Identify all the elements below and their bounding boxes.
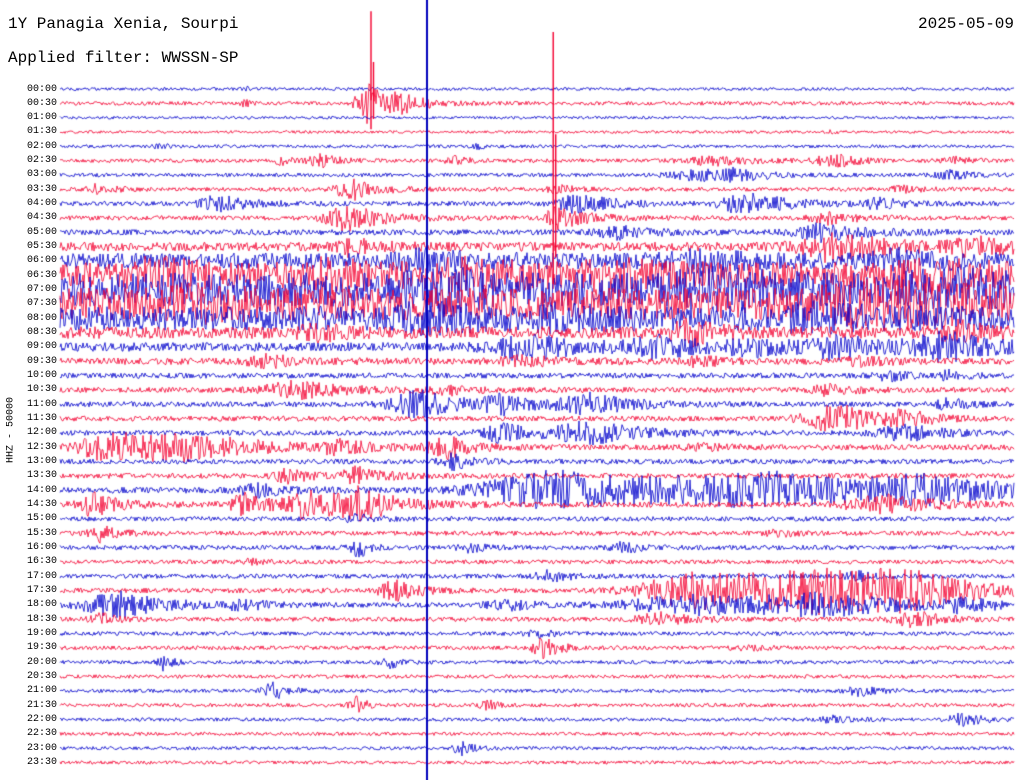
time-label: 04:30	[26, 212, 57, 224]
time-label: 17:30	[26, 585, 57, 597]
time-label: 07:30	[26, 298, 57, 310]
time-label: 03:30	[26, 183, 57, 195]
time-label: 16:00	[26, 542, 57, 554]
time-label: 16:30	[26, 556, 57, 568]
time-label: 02:00	[26, 140, 57, 152]
time-label: 14:30	[26, 499, 57, 511]
time-label: 18:00	[26, 599, 57, 611]
time-label: 14:00	[26, 484, 57, 496]
filter-label: Applied filter: WWSSN-SP	[8, 49, 239, 67]
time-label: 13:30	[26, 470, 57, 482]
time-label: 12:00	[26, 427, 57, 439]
time-label: 08:00	[26, 312, 57, 324]
time-label: 11:30	[26, 413, 57, 425]
time-label: 20:30	[26, 671, 57, 683]
time-label: 22:30	[26, 728, 57, 740]
time-label: 08:30	[26, 327, 57, 339]
time-label: 00:30	[26, 97, 57, 109]
time-label: 10:30	[26, 384, 57, 396]
time-label: 13:00	[26, 456, 57, 468]
time-label: 20:00	[26, 656, 57, 668]
time-label: 06:00	[26, 255, 57, 267]
time-label: 23:30	[26, 757, 57, 768]
time-label: 19:00	[26, 628, 57, 640]
time-label: 15:30	[26, 527, 57, 539]
time-label: 23:00	[26, 742, 57, 754]
time-label: 09:30	[26, 355, 57, 367]
time-label: 10:00	[26, 370, 57, 382]
time-label: 21:00	[26, 685, 57, 697]
time-label: 12:30	[26, 441, 57, 453]
station-title: 1Y Panagia Xenia, Sourpi	[8, 15, 239, 33]
time-label: 11:00	[26, 398, 57, 410]
time-label: 04:00	[26, 198, 57, 210]
time-label: 06:30	[26, 269, 57, 281]
time-label: 17:00	[26, 570, 57, 582]
time-label: 02:30	[26, 155, 57, 167]
time-label: 01:00	[26, 112, 57, 124]
time-label: 05:30	[26, 241, 57, 253]
time-label: 21:30	[26, 699, 57, 711]
time-label: 15:00	[26, 513, 57, 525]
time-label: 19:30	[26, 642, 57, 654]
time-label: 01:30	[26, 126, 57, 138]
time-label: 05:00	[26, 226, 57, 238]
time-label: 09:00	[26, 341, 57, 353]
time-label: 07:00	[26, 284, 57, 296]
time-label: 22:00	[26, 714, 57, 726]
date-label: 2025-05-09	[917, 15, 1014, 33]
time-label: 18:30	[26, 613, 57, 625]
time-label: 03:00	[26, 169, 57, 181]
time-label: 00:00	[26, 83, 57, 95]
